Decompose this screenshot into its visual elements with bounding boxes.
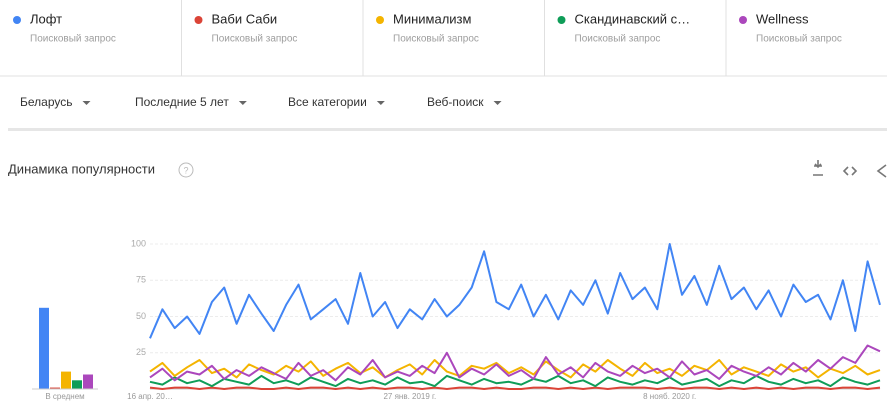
average-bar xyxy=(61,371,71,389)
term-subtitle: Поисковый запрос xyxy=(756,34,842,45)
share-icon[interactable] xyxy=(876,164,887,178)
series-line xyxy=(149,359,881,379)
y-tick-label: 75 xyxy=(136,275,146,285)
term-subtitle: Поисковый запрос xyxy=(575,34,661,45)
term-dot xyxy=(13,16,21,24)
help-icon[interactable] xyxy=(178,162,194,178)
average-label: В среднем xyxy=(45,392,84,401)
term-name[interactable]: Скандинавский с… xyxy=(575,11,691,26)
filter-dropdown[interactable]: Последние 5 лет xyxy=(135,95,229,109)
dropdown-arrow xyxy=(376,101,385,105)
series-line xyxy=(149,344,881,382)
x-tick-label: 16 апр. 20… xyxy=(127,392,173,401)
y-tick-label: 50 xyxy=(136,311,146,321)
dropdown-arrow xyxy=(238,101,247,105)
dropdown-arrow xyxy=(493,101,502,105)
term-name[interactable]: Wellness xyxy=(756,11,809,26)
embed-icon[interactable] xyxy=(842,166,858,176)
average-bar xyxy=(50,387,60,389)
y-tick-label: 100 xyxy=(131,238,146,248)
series-line xyxy=(149,386,881,390)
filter-dropdown[interactable]: Все категории xyxy=(288,95,367,109)
term-dot xyxy=(376,16,384,24)
term-subtitle: Поисковый запрос xyxy=(393,34,479,45)
filter-dropdown[interactable]: Веб-поиск xyxy=(427,95,484,109)
x-tick-label: 27 янв. 2019 г. xyxy=(383,392,436,401)
section-title: Динамика популярности xyxy=(8,161,155,176)
term-name[interactable]: Минимализм xyxy=(393,11,472,26)
term-name[interactable]: Ваби Саби xyxy=(212,11,278,26)
series-line xyxy=(149,374,881,388)
help-icon-glyph: ? xyxy=(183,165,188,175)
dropdown-arrow xyxy=(82,101,91,105)
term-subtitle: Поисковый запрос xyxy=(30,34,116,45)
term-subtitle: Поисковый запрос xyxy=(212,34,298,45)
y-tick-label: 25 xyxy=(136,347,146,357)
average-bar xyxy=(39,307,49,389)
term-dot xyxy=(194,16,203,24)
x-tick-label: 8 нояб. 2020 г. xyxy=(643,392,696,401)
section-divider xyxy=(8,128,887,131)
average-bar xyxy=(72,380,82,389)
average-bar xyxy=(83,374,93,389)
term-dot xyxy=(557,16,566,24)
filter-dropdown[interactable]: Беларусь xyxy=(20,95,72,109)
term-name[interactable]: Лофт xyxy=(30,11,62,26)
download-icon[interactable] xyxy=(813,160,823,176)
series-line xyxy=(149,243,881,339)
term-dot xyxy=(739,16,747,24)
